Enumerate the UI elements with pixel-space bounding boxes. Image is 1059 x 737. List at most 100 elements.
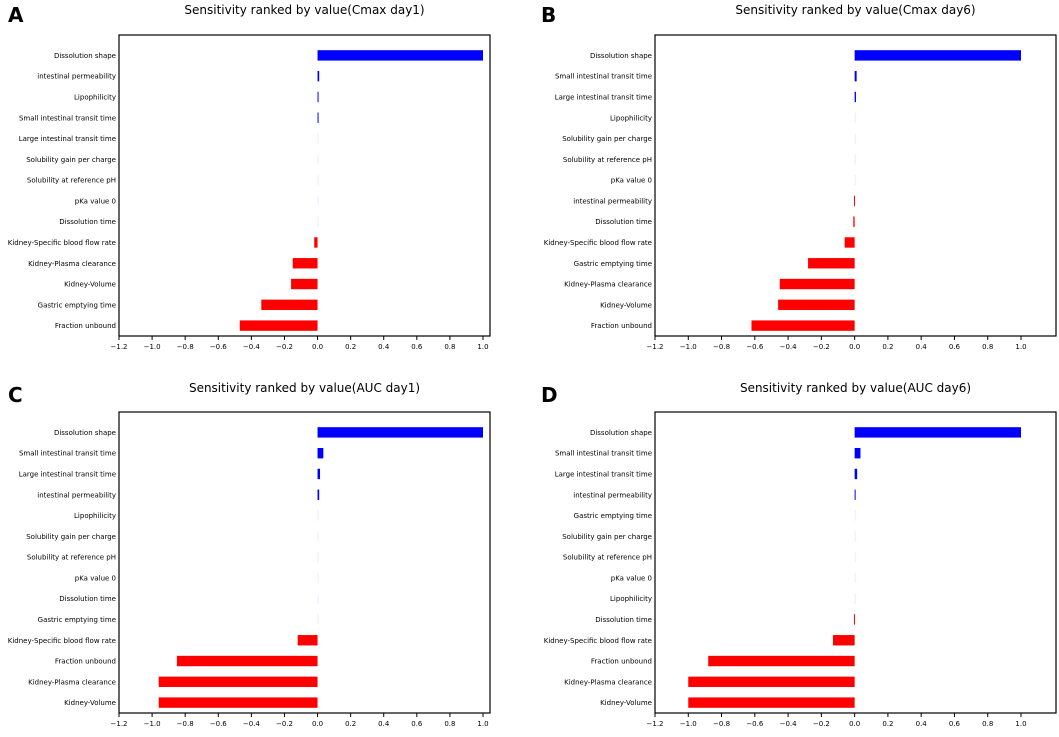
chart-title: Sensitivity ranked by value(AUC day1) bbox=[189, 381, 420, 395]
x-tick-label: 0.6 bbox=[949, 720, 961, 728]
category-label: Large intestinal transit time bbox=[19, 470, 116, 478]
category-label: Solubility at reference pH bbox=[563, 156, 652, 164]
bar bbox=[317, 195, 319, 207]
category-label: Gastric emptying time bbox=[38, 616, 116, 624]
bar bbox=[854, 154, 856, 165]
x-tick-label: 0.6 bbox=[411, 720, 423, 728]
x-tick-label: −1.0 bbox=[144, 720, 161, 728]
category-label: Small intestinal transit time bbox=[19, 114, 116, 122]
bar bbox=[317, 154, 319, 165]
x-tick-label: −0.2 bbox=[276, 343, 293, 351]
category-label: Kidney-Plasma clearance bbox=[564, 678, 652, 686]
x-tick-label: −1.2 bbox=[647, 343, 664, 351]
bar bbox=[854, 572, 856, 584]
bar bbox=[317, 50, 483, 61]
category-label: Small intestinal transit time bbox=[555, 73, 652, 81]
plot-frame bbox=[654, 411, 1057, 714]
category-label: Solubility at reference pH bbox=[27, 177, 116, 185]
category-label: Lipophilicity bbox=[610, 114, 652, 122]
category-label: pKa value 0 bbox=[611, 574, 652, 582]
panel-letter: A bbox=[8, 3, 24, 27]
category-label: Solubility gain per charge bbox=[26, 156, 116, 164]
x-tick-label: 1.0 bbox=[1015, 343, 1026, 351]
bar bbox=[317, 112, 319, 123]
category-label: Dissolution time bbox=[595, 218, 652, 226]
bar bbox=[854, 91, 856, 103]
chart-title: Sensitivity ranked by value(Cmax day6) bbox=[735, 3, 975, 17]
x-tick-label: −0.6 bbox=[746, 343, 764, 351]
bar bbox=[779, 278, 855, 290]
x-tick-label: 1.0 bbox=[1015, 720, 1026, 728]
x-tick-label: 1.0 bbox=[477, 720, 488, 728]
category-label: Fraction unbound bbox=[55, 658, 116, 666]
x-tick-label: 0.4 bbox=[916, 720, 928, 728]
chart-panel-a: A Sensitivity ranked by value(Cmax day1) −… bbox=[8, 3, 491, 351]
bar bbox=[317, 510, 319, 521]
x-tick-label: −1.2 bbox=[647, 720, 664, 728]
x-tick-label: −0.6 bbox=[746, 720, 764, 728]
x-tick-label: 0.2 bbox=[882, 343, 893, 351]
x-tick-label: −0.4 bbox=[780, 720, 798, 728]
bar bbox=[854, 427, 1021, 438]
category-label: Large intestinal transit time bbox=[555, 470, 652, 478]
bar bbox=[261, 299, 318, 311]
category-label: Kidney-Specific blood flow rate bbox=[544, 239, 652, 247]
x-tick-label: −1.2 bbox=[111, 720, 128, 728]
category-label: Gastric emptying time bbox=[574, 260, 652, 268]
category-label: Kidney-Plasma clearance bbox=[28, 678, 116, 686]
x-tick-label: 0.6 bbox=[411, 343, 423, 351]
x-tick-label: 0.8 bbox=[982, 343, 993, 351]
x-tick-label: 0.8 bbox=[444, 343, 455, 351]
category-label: intestinal permeability bbox=[37, 491, 116, 499]
x-tick-label: 0.8 bbox=[444, 720, 455, 728]
plot-frame bbox=[654, 34, 1057, 337]
bar bbox=[844, 237, 855, 248]
bar bbox=[317, 216, 319, 227]
category-label: intestinal permeability bbox=[573, 197, 652, 205]
bar bbox=[158, 697, 318, 708]
x-tick-label: 0.2 bbox=[345, 343, 356, 351]
x-tick-label: −0.2 bbox=[276, 720, 293, 728]
category-label: Gastric emptying time bbox=[38, 301, 116, 309]
bar bbox=[853, 216, 855, 227]
category-label: Kidney-Specific blood flow rate bbox=[8, 637, 116, 645]
bar bbox=[854, 174, 856, 186]
category-label: pKa value 0 bbox=[611, 177, 652, 185]
x-tick-label: −0.6 bbox=[210, 720, 228, 728]
x-tick-label: −0.8 bbox=[713, 343, 730, 351]
x-tick-label: 0.0 bbox=[312, 720, 323, 728]
x-tick-label: 0.8 bbox=[982, 720, 993, 728]
bar bbox=[751, 320, 855, 331]
x-tick-label: −0.8 bbox=[177, 720, 194, 728]
chart-panel-d: D Sensitivity ranked by value(AUC day6) −1… bbox=[541, 381, 1057, 728]
category-label: Solubility gain per charge bbox=[26, 533, 116, 541]
category-label: Fraction unbound bbox=[55, 322, 116, 330]
bar bbox=[854, 447, 861, 459]
bar bbox=[291, 278, 318, 290]
x-tick-label: −0.4 bbox=[243, 343, 261, 351]
category-label: Kidney-Specific blood flow rate bbox=[8, 239, 116, 247]
category-label: Small intestinal transit time bbox=[19, 450, 116, 458]
bar bbox=[317, 593, 319, 604]
category-label: Dissolution time bbox=[59, 595, 116, 603]
chart-title: Sensitivity ranked by value(Cmax day1) bbox=[184, 3, 424, 17]
category-label: Lipophilicity bbox=[610, 595, 652, 603]
x-tick-label: −0.8 bbox=[177, 343, 194, 351]
panels: A Sensitivity ranked by value(Cmax day1) −… bbox=[8, 3, 1057, 728]
x-tick-label: −1.2 bbox=[111, 343, 128, 351]
category-label: Dissolution time bbox=[595, 616, 652, 624]
category-label: Kidney-Volume bbox=[600, 301, 652, 309]
bar bbox=[708, 655, 855, 667]
bar bbox=[854, 593, 856, 604]
x-tick-label: 1.0 bbox=[477, 343, 488, 351]
bar bbox=[297, 635, 318, 646]
bar bbox=[317, 447, 324, 459]
bar bbox=[317, 133, 319, 144]
x-tick-label: 0.6 bbox=[949, 343, 961, 351]
category-label: Large intestinal transit time bbox=[555, 93, 652, 101]
bar bbox=[853, 195, 855, 207]
bar bbox=[778, 299, 855, 311]
bar bbox=[317, 531, 319, 542]
bar bbox=[317, 572, 319, 584]
